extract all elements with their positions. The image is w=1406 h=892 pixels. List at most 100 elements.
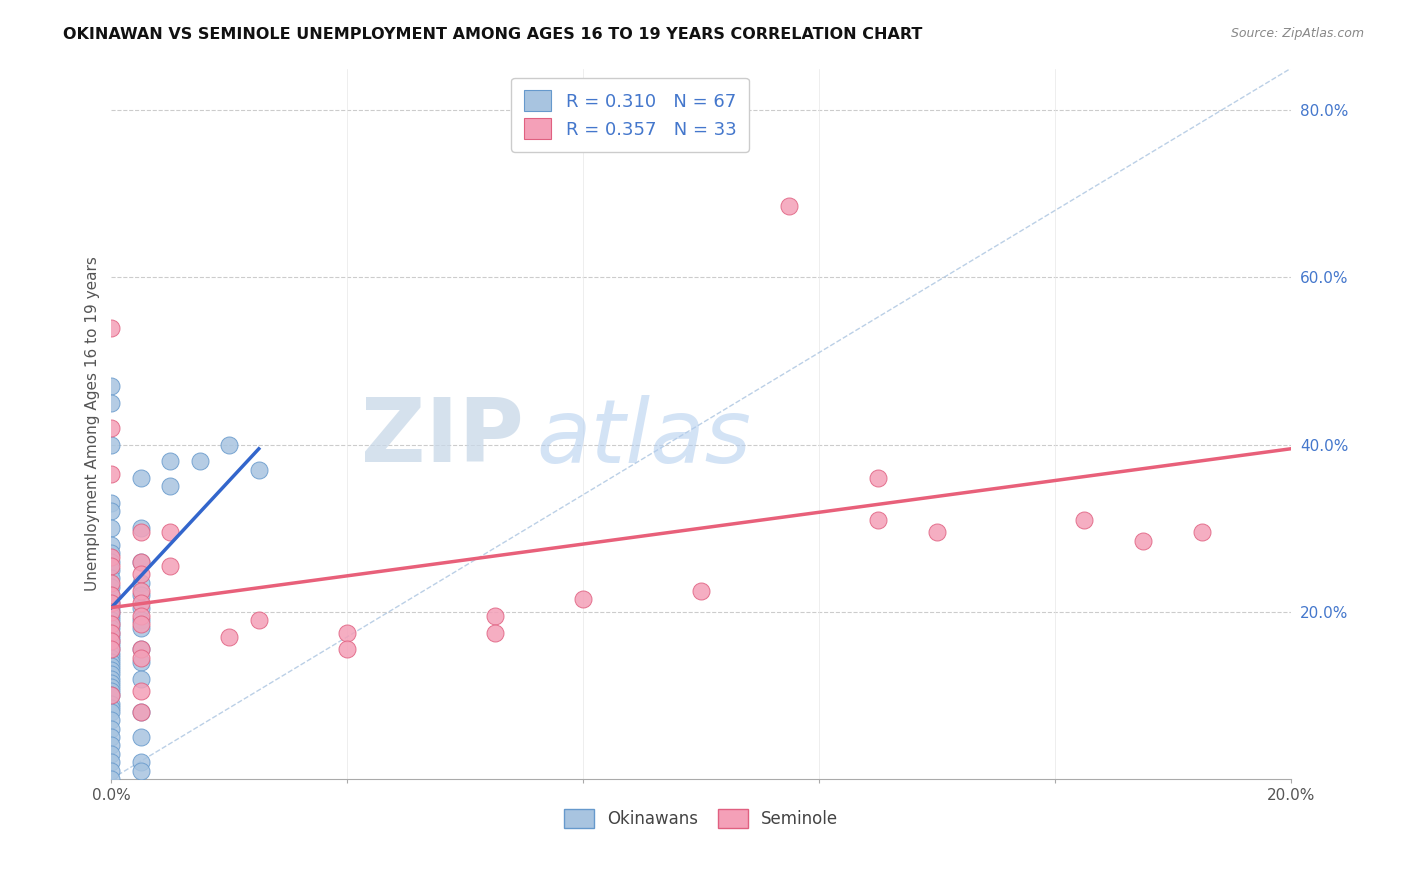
Point <box>129 555 152 569</box>
Point <box>100 617 122 632</box>
Point <box>129 521 152 535</box>
Point <box>129 588 152 602</box>
Point <box>100 705 122 719</box>
Point <box>129 609 152 624</box>
Point <box>100 650 122 665</box>
Point <box>100 558 122 573</box>
Point <box>100 714 122 728</box>
Point <box>129 705 152 719</box>
Point <box>129 642 152 657</box>
Point <box>100 642 122 657</box>
Point <box>100 504 122 518</box>
Point <box>129 555 152 569</box>
Point <box>129 755 152 769</box>
Point <box>100 605 122 619</box>
Point <box>690 583 713 598</box>
Point <box>100 605 122 619</box>
Point <box>100 655 122 669</box>
Point <box>247 463 270 477</box>
Point <box>100 600 122 615</box>
Point <box>925 525 948 540</box>
Point <box>100 580 122 594</box>
Point <box>100 630 122 644</box>
Point <box>129 596 152 610</box>
Point <box>129 684 152 698</box>
Point <box>100 634 122 648</box>
Point <box>129 622 152 636</box>
Text: ZIP: ZIP <box>361 394 524 482</box>
Point <box>1132 533 1154 548</box>
Point <box>100 622 122 636</box>
Point <box>100 588 122 602</box>
Point <box>100 642 122 657</box>
Point <box>100 722 122 736</box>
Point <box>100 772 122 786</box>
Text: OKINAWAN VS SEMINOLE UNEMPLOYMENT AMONG AGES 16 TO 19 YEARS CORRELATION CHART: OKINAWAN VS SEMINOLE UNEMPLOYMENT AMONG … <box>63 27 922 42</box>
Point <box>129 650 152 665</box>
Point <box>129 764 152 778</box>
Point <box>100 680 122 694</box>
Point <box>100 730 122 744</box>
Point <box>100 320 122 334</box>
Point <box>129 471 152 485</box>
Point <box>100 663 122 677</box>
Point <box>159 525 181 540</box>
Point <box>129 730 152 744</box>
Point <box>129 672 152 686</box>
Point <box>336 625 359 640</box>
Point <box>100 563 122 577</box>
Point <box>129 613 152 627</box>
Point <box>100 437 122 451</box>
Point <box>247 613 270 627</box>
Point <box>100 684 122 698</box>
Point <box>100 667 122 681</box>
Point <box>1191 525 1213 540</box>
Point <box>100 697 122 711</box>
Point <box>100 496 122 510</box>
Point <box>129 525 152 540</box>
Point <box>100 546 122 560</box>
Point <box>100 396 122 410</box>
Point <box>100 550 122 565</box>
Point <box>100 675 122 690</box>
Text: Source: ZipAtlas.com: Source: ZipAtlas.com <box>1230 27 1364 40</box>
Point <box>129 567 152 582</box>
Y-axis label: Unemployment Among Ages 16 to 19 years: Unemployment Among Ages 16 to 19 years <box>86 256 100 591</box>
Point <box>218 437 240 451</box>
Point <box>100 596 122 610</box>
Point <box>159 454 181 468</box>
Text: atlas: atlas <box>536 395 751 481</box>
Point <box>129 600 152 615</box>
Point <box>100 571 122 585</box>
Point <box>100 764 122 778</box>
Point <box>188 454 211 468</box>
Point <box>866 513 889 527</box>
Point <box>159 479 181 493</box>
Point <box>129 583 152 598</box>
Point <box>100 467 122 481</box>
Point <box>129 617 152 632</box>
Point <box>218 630 240 644</box>
Point <box>1073 513 1095 527</box>
Point <box>778 199 800 213</box>
Point <box>100 647 122 661</box>
Point <box>100 379 122 393</box>
Point <box>100 701 122 715</box>
Point <box>866 471 889 485</box>
Point <box>100 617 122 632</box>
Point <box>129 655 152 669</box>
Point <box>129 705 152 719</box>
Point <box>100 755 122 769</box>
Point <box>100 521 122 535</box>
Point <box>100 613 122 627</box>
Point <box>100 689 122 703</box>
Point <box>129 642 152 657</box>
Point <box>100 421 122 435</box>
Point <box>100 588 122 602</box>
Point <box>100 638 122 652</box>
Point <box>100 625 122 640</box>
Point <box>100 625 122 640</box>
Point <box>100 634 122 648</box>
Point <box>100 575 122 590</box>
Point <box>100 747 122 761</box>
